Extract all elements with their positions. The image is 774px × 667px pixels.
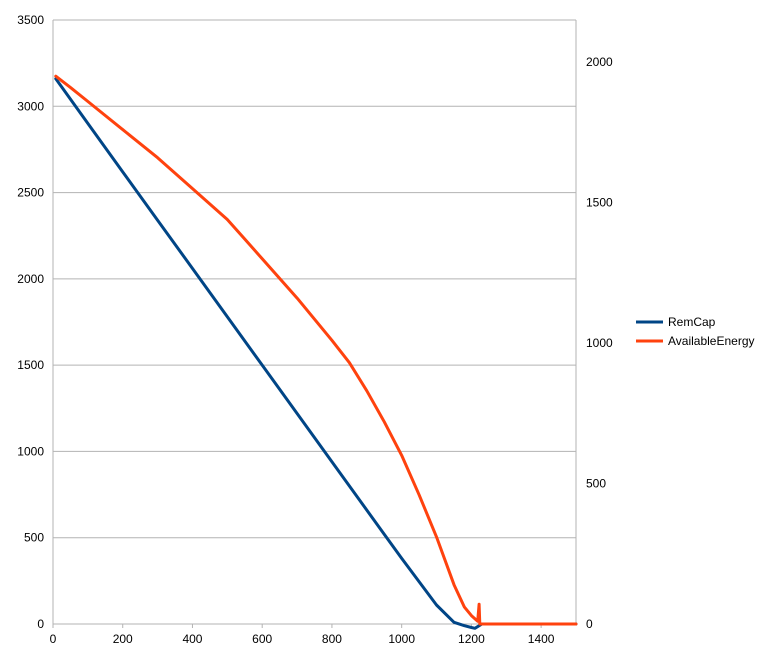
legend: RemCap AvailableEnergy bbox=[636, 315, 755, 348]
y-tick-label-1000: 1000 bbox=[17, 444, 44, 458]
y-tick-label-3000: 3000 bbox=[17, 99, 44, 113]
y-tick-label-0: 0 bbox=[37, 617, 44, 631]
y2-tick-label-0: 0 bbox=[586, 617, 593, 631]
tick-label-layer: 0 200 400 600 800 1000 1200 1400 0 500 1000 1500 200… bbox=[17, 13, 613, 646]
series-layer bbox=[54, 74, 578, 630]
axis-layer bbox=[52, 20, 577, 628]
y2-tick-label-500: 500 bbox=[586, 477, 606, 491]
y-tick-label-1500: 1500 bbox=[17, 358, 44, 372]
x-tick-label-0: 0 bbox=[50, 632, 57, 646]
x-tick-label-400: 400 bbox=[182, 632, 202, 646]
y-tick-label-500: 500 bbox=[24, 531, 44, 545]
grid-layer bbox=[53, 19, 576, 539]
x-tick-label-200: 200 bbox=[113, 632, 133, 646]
y-tick-label-2500: 2500 bbox=[17, 186, 44, 200]
y2-tick-label-2000: 2000 bbox=[586, 55, 613, 69]
x-tick-label-800: 800 bbox=[322, 632, 342, 646]
x-tick-label-600: 600 bbox=[252, 632, 272, 646]
x-tick-label-1200: 1200 bbox=[458, 632, 485, 646]
y-tick-label-3500: 3500 bbox=[17, 13, 44, 27]
y2-tick-label-1500: 1500 bbox=[586, 196, 613, 210]
x-tick-label-1400: 1400 bbox=[528, 632, 555, 646]
x-tick-label-1000: 1000 bbox=[388, 632, 415, 646]
series-line-remcap bbox=[54, 77, 578, 630]
y-tick-label-2000: 2000 bbox=[17, 272, 44, 286]
series-line-availableenergy bbox=[54, 74, 578, 626]
legend-label-availableenergy: AvailableEnergy bbox=[668, 334, 755, 348]
legend-label-remcap: RemCap bbox=[668, 315, 716, 329]
y2-tick-label-1000: 1000 bbox=[586, 336, 613, 350]
